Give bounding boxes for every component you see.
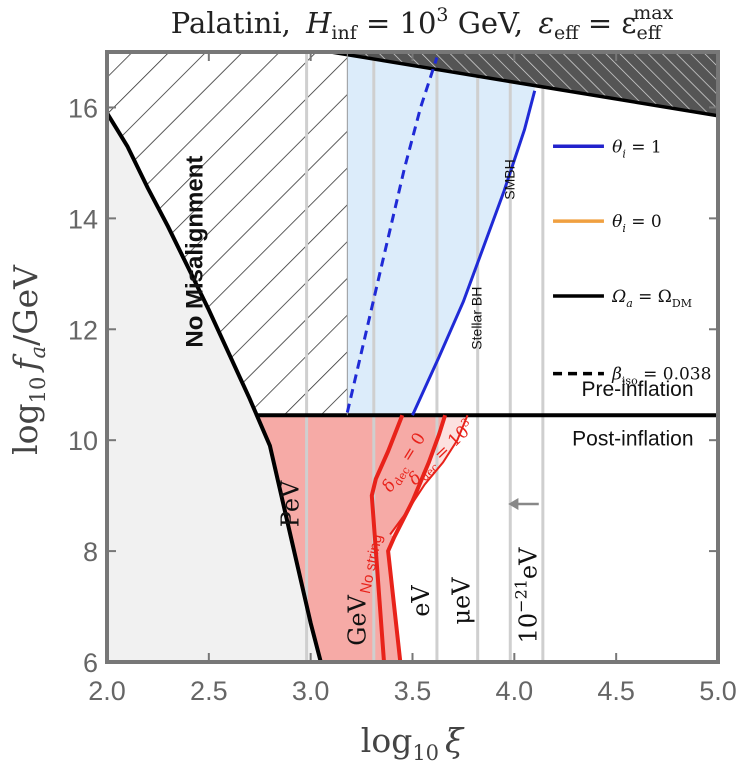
x-tick-label-1: 2.5 [190, 676, 228, 706]
x-tick-label-3: 3.5 [394, 676, 432, 706]
blue-theta-region [347, 52, 535, 416]
excluded-gray-region [107, 113, 321, 662]
legend-label-0: θi = 1 [612, 137, 662, 160]
y-axis-label: log10fa/GeV [6, 264, 50, 455]
y-tick-label-4: 14 [68, 204, 98, 234]
label-ev: eV [407, 585, 435, 617]
arrow-head-icon [508, 497, 519, 510]
label-pre-inflation: Pre-inflation [581, 378, 693, 401]
y-tick-label-2: 10 [68, 426, 98, 456]
omega-dm-curve [107, 111, 323, 662]
label-muev: μeV [448, 577, 476, 625]
label-stellar-bh: Stellar BH [469, 287, 485, 350]
legend-label-2: Ωa = ΩDM [611, 287, 692, 310]
no-misalignment-hatch [107, 52, 348, 416]
y-tick-label-3: 12 [68, 315, 98, 345]
y-tick-label-0: 6 [83, 648, 98, 678]
red-post-inflation-region [255, 415, 403, 662]
no-string-line [369, 414, 405, 662]
y-tick-label-1: 8 [83, 537, 98, 567]
label-post-inflation: Post-inflation [572, 428, 693, 451]
label-pev: PeV [276, 480, 304, 527]
label-no-misalignment: No Misalignment [182, 156, 209, 348]
chart-title: Palatini, Hinf = 103 GeV, εeff = εeffmax [171, 2, 674, 44]
label-smbh: SMBH [501, 159, 517, 199]
y-tick-label-5: 16 [68, 93, 98, 123]
label-gev: GeV [344, 594, 372, 645]
delta-dec-0-line [386, 414, 448, 662]
legend-label-3: βiso = 0.038 [611, 365, 711, 388]
x-tick-label-6: 5.0 [699, 676, 737, 706]
delta-dec-1e3-line [389, 414, 469, 536]
red-light-region [390, 415, 468, 538]
x-tick-label-5: 4.5 [597, 676, 635, 706]
top-excluded-boundary [330, 52, 718, 118]
x-axis-label: log10 ξ [361, 721, 465, 765]
x-tick-label-4: 4.0 [496, 676, 534, 706]
x-tick-label-2: 3.0 [292, 676, 330, 706]
label-1e-21-ev: 10−21eV [512, 547, 543, 644]
beta-iso-dashed-line [345, 57, 439, 413]
theta-1-line [411, 90, 537, 416]
red-string-region [371, 415, 446, 662]
x-tick-label-0: 2.0 [88, 676, 126, 706]
legend-label-1: θi = 0 [612, 212, 662, 235]
legend: θi = 1 θi = 0 Ωa = ΩDM βiso = 0.038 [553, 137, 711, 388]
